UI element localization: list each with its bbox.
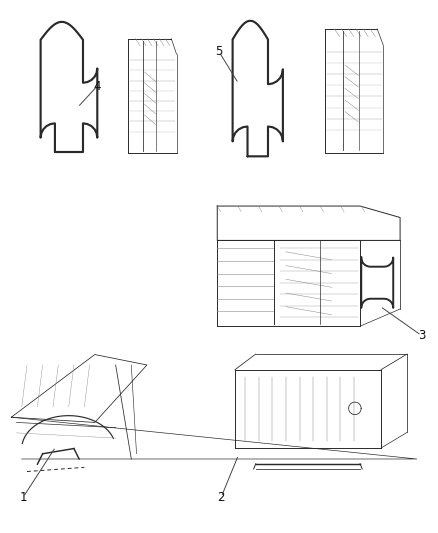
Text: 3: 3: [418, 329, 425, 342]
Text: 5: 5: [215, 45, 223, 58]
Text: 4: 4: [93, 80, 101, 93]
Text: 2: 2: [217, 491, 225, 504]
Text: 1: 1: [19, 491, 27, 504]
